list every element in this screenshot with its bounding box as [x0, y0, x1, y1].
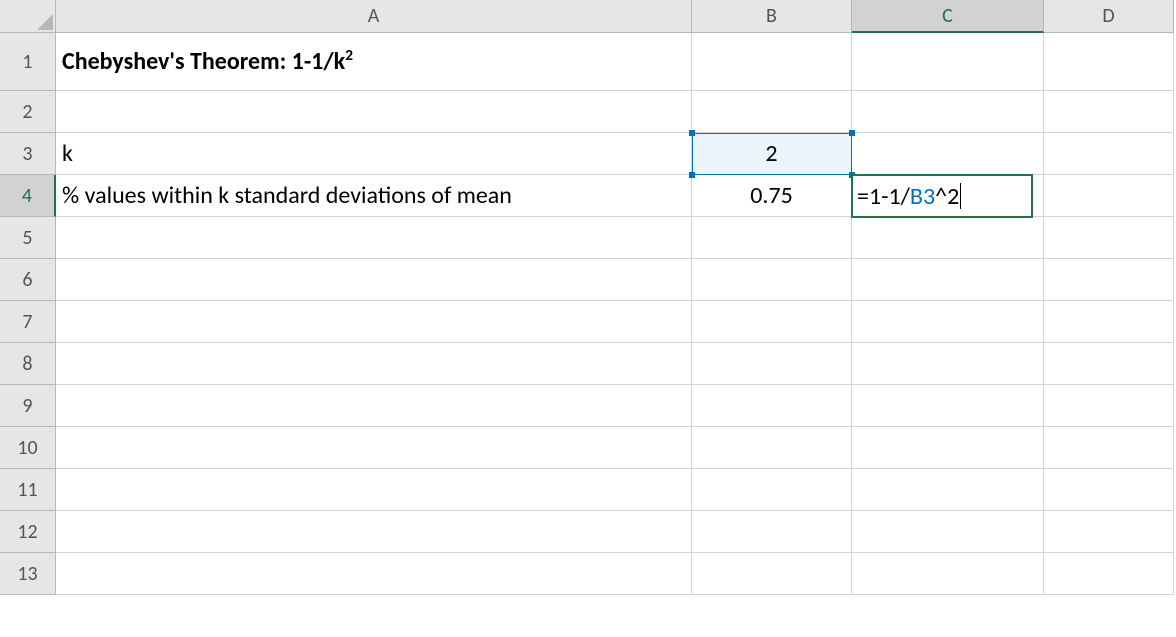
cell[interactable]: [1044, 301, 1174, 343]
cell[interactable]: [852, 91, 1044, 133]
cell[interactable]: [852, 385, 1044, 427]
cell-text: Chebyshev's Theorem: 1-1/k2: [62, 47, 353, 76]
formula-cell-reference: B3: [910, 182, 935, 211]
cell[interactable]: [852, 427, 1044, 469]
cell[interactable]: [56, 343, 692, 385]
cell[interactable]: [1044, 469, 1174, 511]
formula-text-prefix: =1-1/: [857, 182, 910, 211]
cell[interactable]: [1044, 217, 1174, 259]
column-header[interactable]: C: [852, 0, 1044, 33]
cell[interactable]: [1044, 427, 1174, 469]
select-all-corner[interactable]: [0, 0, 56, 33]
cell-text: 0.75: [750, 181, 793, 210]
row-header[interactable]: 11: [0, 469, 56, 511]
row-header[interactable]: 10: [0, 427, 56, 469]
cell[interactable]: [1044, 343, 1174, 385]
cell-text: k: [62, 139, 73, 168]
cell[interactable]: [692, 469, 852, 511]
row-header[interactable]: 5: [0, 217, 56, 259]
cell[interactable]: [852, 553, 1044, 595]
row-header[interactable]: 8: [0, 343, 56, 385]
cell[interactable]: [852, 259, 1044, 301]
cell[interactable]: [852, 217, 1044, 259]
cell[interactable]: [692, 259, 852, 301]
cell[interactable]: [852, 33, 1044, 91]
cell[interactable]: [692, 553, 852, 595]
row-header[interactable]: 4: [0, 175, 56, 217]
row-header[interactable]: 1: [0, 33, 56, 91]
column-headers: ABCD: [56, 0, 1174, 33]
cell[interactable]: [692, 33, 852, 91]
cell[interactable]: [692, 91, 852, 133]
cell[interactable]: [56, 553, 692, 595]
cell[interactable]: [56, 427, 692, 469]
text-caret: [960, 183, 961, 209]
column-header[interactable]: D: [1044, 0, 1174, 33]
cell[interactable]: [852, 301, 1044, 343]
cell[interactable]: k: [56, 133, 692, 175]
ref-handle[interactable]: [689, 130, 695, 136]
column-header[interactable]: A: [56, 0, 692, 33]
cell[interactable]: [852, 469, 1044, 511]
ref-handle[interactable]: [689, 172, 695, 178]
cell[interactable]: [1044, 259, 1174, 301]
cell[interactable]: Chebyshev's Theorem: 1-1/k2: [56, 33, 692, 91]
cell[interactable]: [852, 511, 1044, 553]
cell[interactable]: [692, 511, 852, 553]
cell[interactable]: [56, 91, 692, 133]
cell[interactable]: [1044, 511, 1174, 553]
cell[interactable]: [852, 133, 1044, 175]
cell[interactable]: 0.75: [692, 175, 852, 217]
row-header[interactable]: 9: [0, 385, 56, 427]
select-all-triangle-icon: [37, 14, 53, 30]
row-header[interactable]: 13: [0, 553, 56, 595]
cell[interactable]: [56, 259, 692, 301]
cell[interactable]: [56, 217, 692, 259]
cell-editor[interactable]: =1-1/B3^2: [851, 174, 1033, 218]
cell[interactable]: [1044, 33, 1174, 91]
row-header[interactable]: 7: [0, 301, 56, 343]
cell[interactable]: [692, 217, 852, 259]
cell[interactable]: [692, 343, 852, 385]
cell[interactable]: [1044, 553, 1174, 595]
row-header[interactable]: 2: [0, 91, 56, 133]
cell[interactable]: [692, 427, 852, 469]
cell[interactable]: [56, 511, 692, 553]
cell[interactable]: [56, 385, 692, 427]
cell[interactable]: 2: [692, 133, 852, 175]
row-header[interactable]: 6: [0, 259, 56, 301]
spreadsheet: ABCD 12345678910111213 Chebyshev's Theor…: [0, 0, 1176, 637]
cell-grid: Chebyshev's Theorem: 1-1/k2 k 2 % values wi…: [56, 33, 1174, 595]
cell-text: 2: [765, 139, 777, 168]
cell[interactable]: [692, 385, 852, 427]
cell[interactable]: [1044, 91, 1174, 133]
cell[interactable]: [1044, 133, 1174, 175]
cell[interactable]: [852, 343, 1044, 385]
cell-text: % values within k standard deviations of…: [62, 181, 512, 210]
cell[interactable]: [692, 301, 852, 343]
column-header[interactable]: B: [692, 0, 852, 33]
row-headers: 12345678910111213: [0, 33, 56, 595]
cell[interactable]: [1044, 175, 1174, 217]
cell[interactable]: % values within k standard deviations of…: [56, 175, 692, 217]
formula-text-suffix: ^2: [935, 182, 959, 211]
ref-handle[interactable]: [849, 130, 855, 136]
row-header[interactable]: 3: [0, 133, 56, 175]
cell[interactable]: [56, 301, 692, 343]
cell[interactable]: [56, 469, 692, 511]
cell[interactable]: [1044, 385, 1174, 427]
row-header[interactable]: 12: [0, 511, 56, 553]
